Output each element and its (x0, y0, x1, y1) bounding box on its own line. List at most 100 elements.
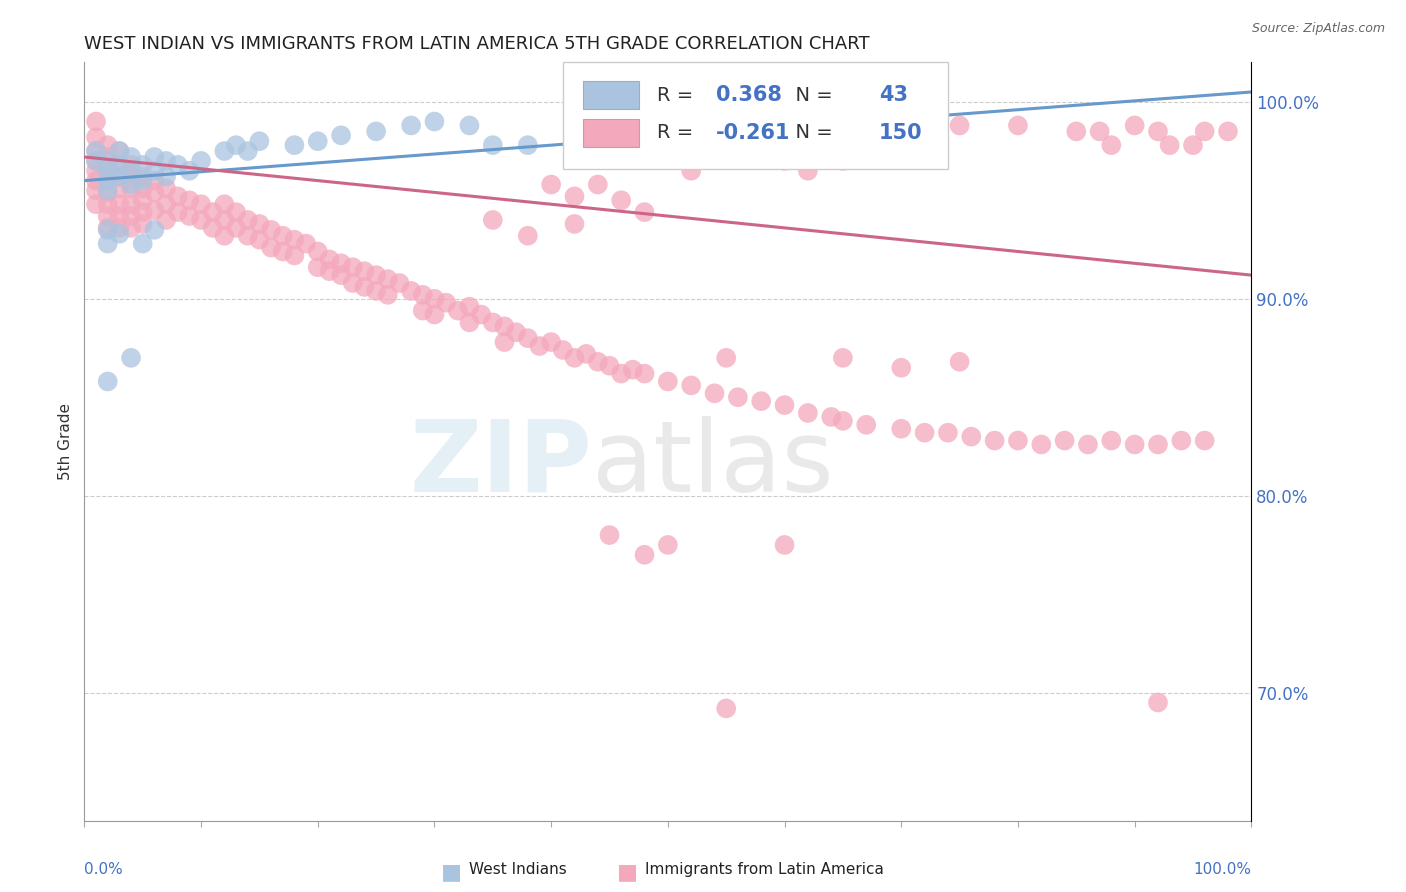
Point (832, 153, 855, 168)
Point (1147, 437, 1170, 451)
Point (166, 205, 188, 219)
Point (283, 248, 305, 262)
Point (657, 119, 679, 133)
Point (120, 181, 142, 195)
Text: Immigrants from Latin America: Immigrants from Latin America (644, 863, 883, 878)
Point (214, 213, 236, 227)
Text: 0.0%: 0.0% (84, 863, 124, 878)
FancyBboxPatch shape (582, 120, 638, 146)
Text: 43: 43 (879, 85, 908, 105)
Text: ZIP: ZIP (409, 416, 592, 513)
Point (481, 315, 505, 329)
Point (855, 417, 877, 432)
Point (949, 119, 972, 133)
Point (108, 144, 131, 158)
Point (143, 150, 166, 164)
Point (575, 347, 598, 361)
Point (97, 161, 120, 176)
Point (108, 169, 131, 184)
Point (470, 308, 492, 322)
Point (108, 181, 131, 195)
Point (84, 163, 107, 178)
Point (201, 205, 224, 219)
Point (960, 429, 983, 443)
Point (97, 223, 120, 237)
Point (1194, 124, 1216, 138)
Point (132, 217, 155, 231)
Point (225, 220, 247, 235)
Point (143, 173, 166, 187)
Text: atlas: atlas (592, 416, 834, 513)
Point (283, 233, 305, 247)
Point (681, 163, 703, 178)
Point (773, 119, 796, 133)
Point (260, 241, 283, 255)
Point (914, 425, 936, 440)
Point (516, 228, 538, 243)
Point (633, 367, 655, 381)
Point (1099, 434, 1122, 448)
Text: 150: 150 (879, 123, 922, 143)
Point (458, 300, 481, 314)
Point (1170, 434, 1192, 448)
Point (108, 169, 131, 184)
Point (1216, 124, 1239, 138)
Point (610, 367, 633, 381)
Point (621, 362, 644, 376)
Point (84, 130, 107, 145)
Point (890, 360, 912, 375)
Point (120, 351, 142, 365)
Point (318, 264, 340, 278)
Point (97, 236, 120, 251)
Point (318, 252, 340, 267)
Point (586, 355, 609, 369)
Point (1077, 437, 1099, 451)
Point (236, 228, 259, 243)
Point (120, 209, 142, 223)
Point (399, 284, 422, 298)
Point (166, 158, 188, 172)
Point (97, 184, 120, 198)
Point (97, 163, 120, 178)
Point (657, 538, 679, 552)
Point (190, 153, 212, 168)
Point (388, 276, 411, 290)
Point (516, 331, 538, 345)
Point (505, 325, 527, 339)
Point (132, 181, 155, 195)
Point (1099, 138, 1122, 153)
Point (773, 153, 796, 168)
Point (260, 223, 283, 237)
Point (599, 359, 621, 373)
Text: 0.368: 0.368 (716, 85, 782, 105)
Point (84, 173, 107, 187)
Point (97, 153, 120, 168)
Point (249, 233, 271, 247)
Point (890, 114, 912, 128)
Text: West Indians: West Indians (470, 863, 567, 878)
Point (366, 124, 388, 138)
Point (236, 213, 259, 227)
Point (516, 138, 538, 153)
Point (143, 163, 166, 178)
Point (179, 209, 201, 223)
Point (342, 260, 364, 275)
Point (143, 223, 166, 237)
Point (84, 153, 107, 168)
Point (236, 144, 259, 158)
Point (249, 134, 271, 148)
Point (155, 197, 177, 211)
Point (179, 163, 201, 178)
Point (540, 335, 562, 350)
Point (633, 150, 655, 164)
Y-axis label: 5th Grade: 5th Grade (58, 403, 73, 480)
Point (155, 213, 177, 227)
Point (132, 169, 155, 184)
Point (412, 303, 434, 318)
Point (494, 335, 516, 350)
Point (949, 355, 972, 369)
Point (97, 209, 120, 223)
Point (1123, 437, 1146, 451)
Point (249, 217, 271, 231)
Point (540, 178, 562, 192)
